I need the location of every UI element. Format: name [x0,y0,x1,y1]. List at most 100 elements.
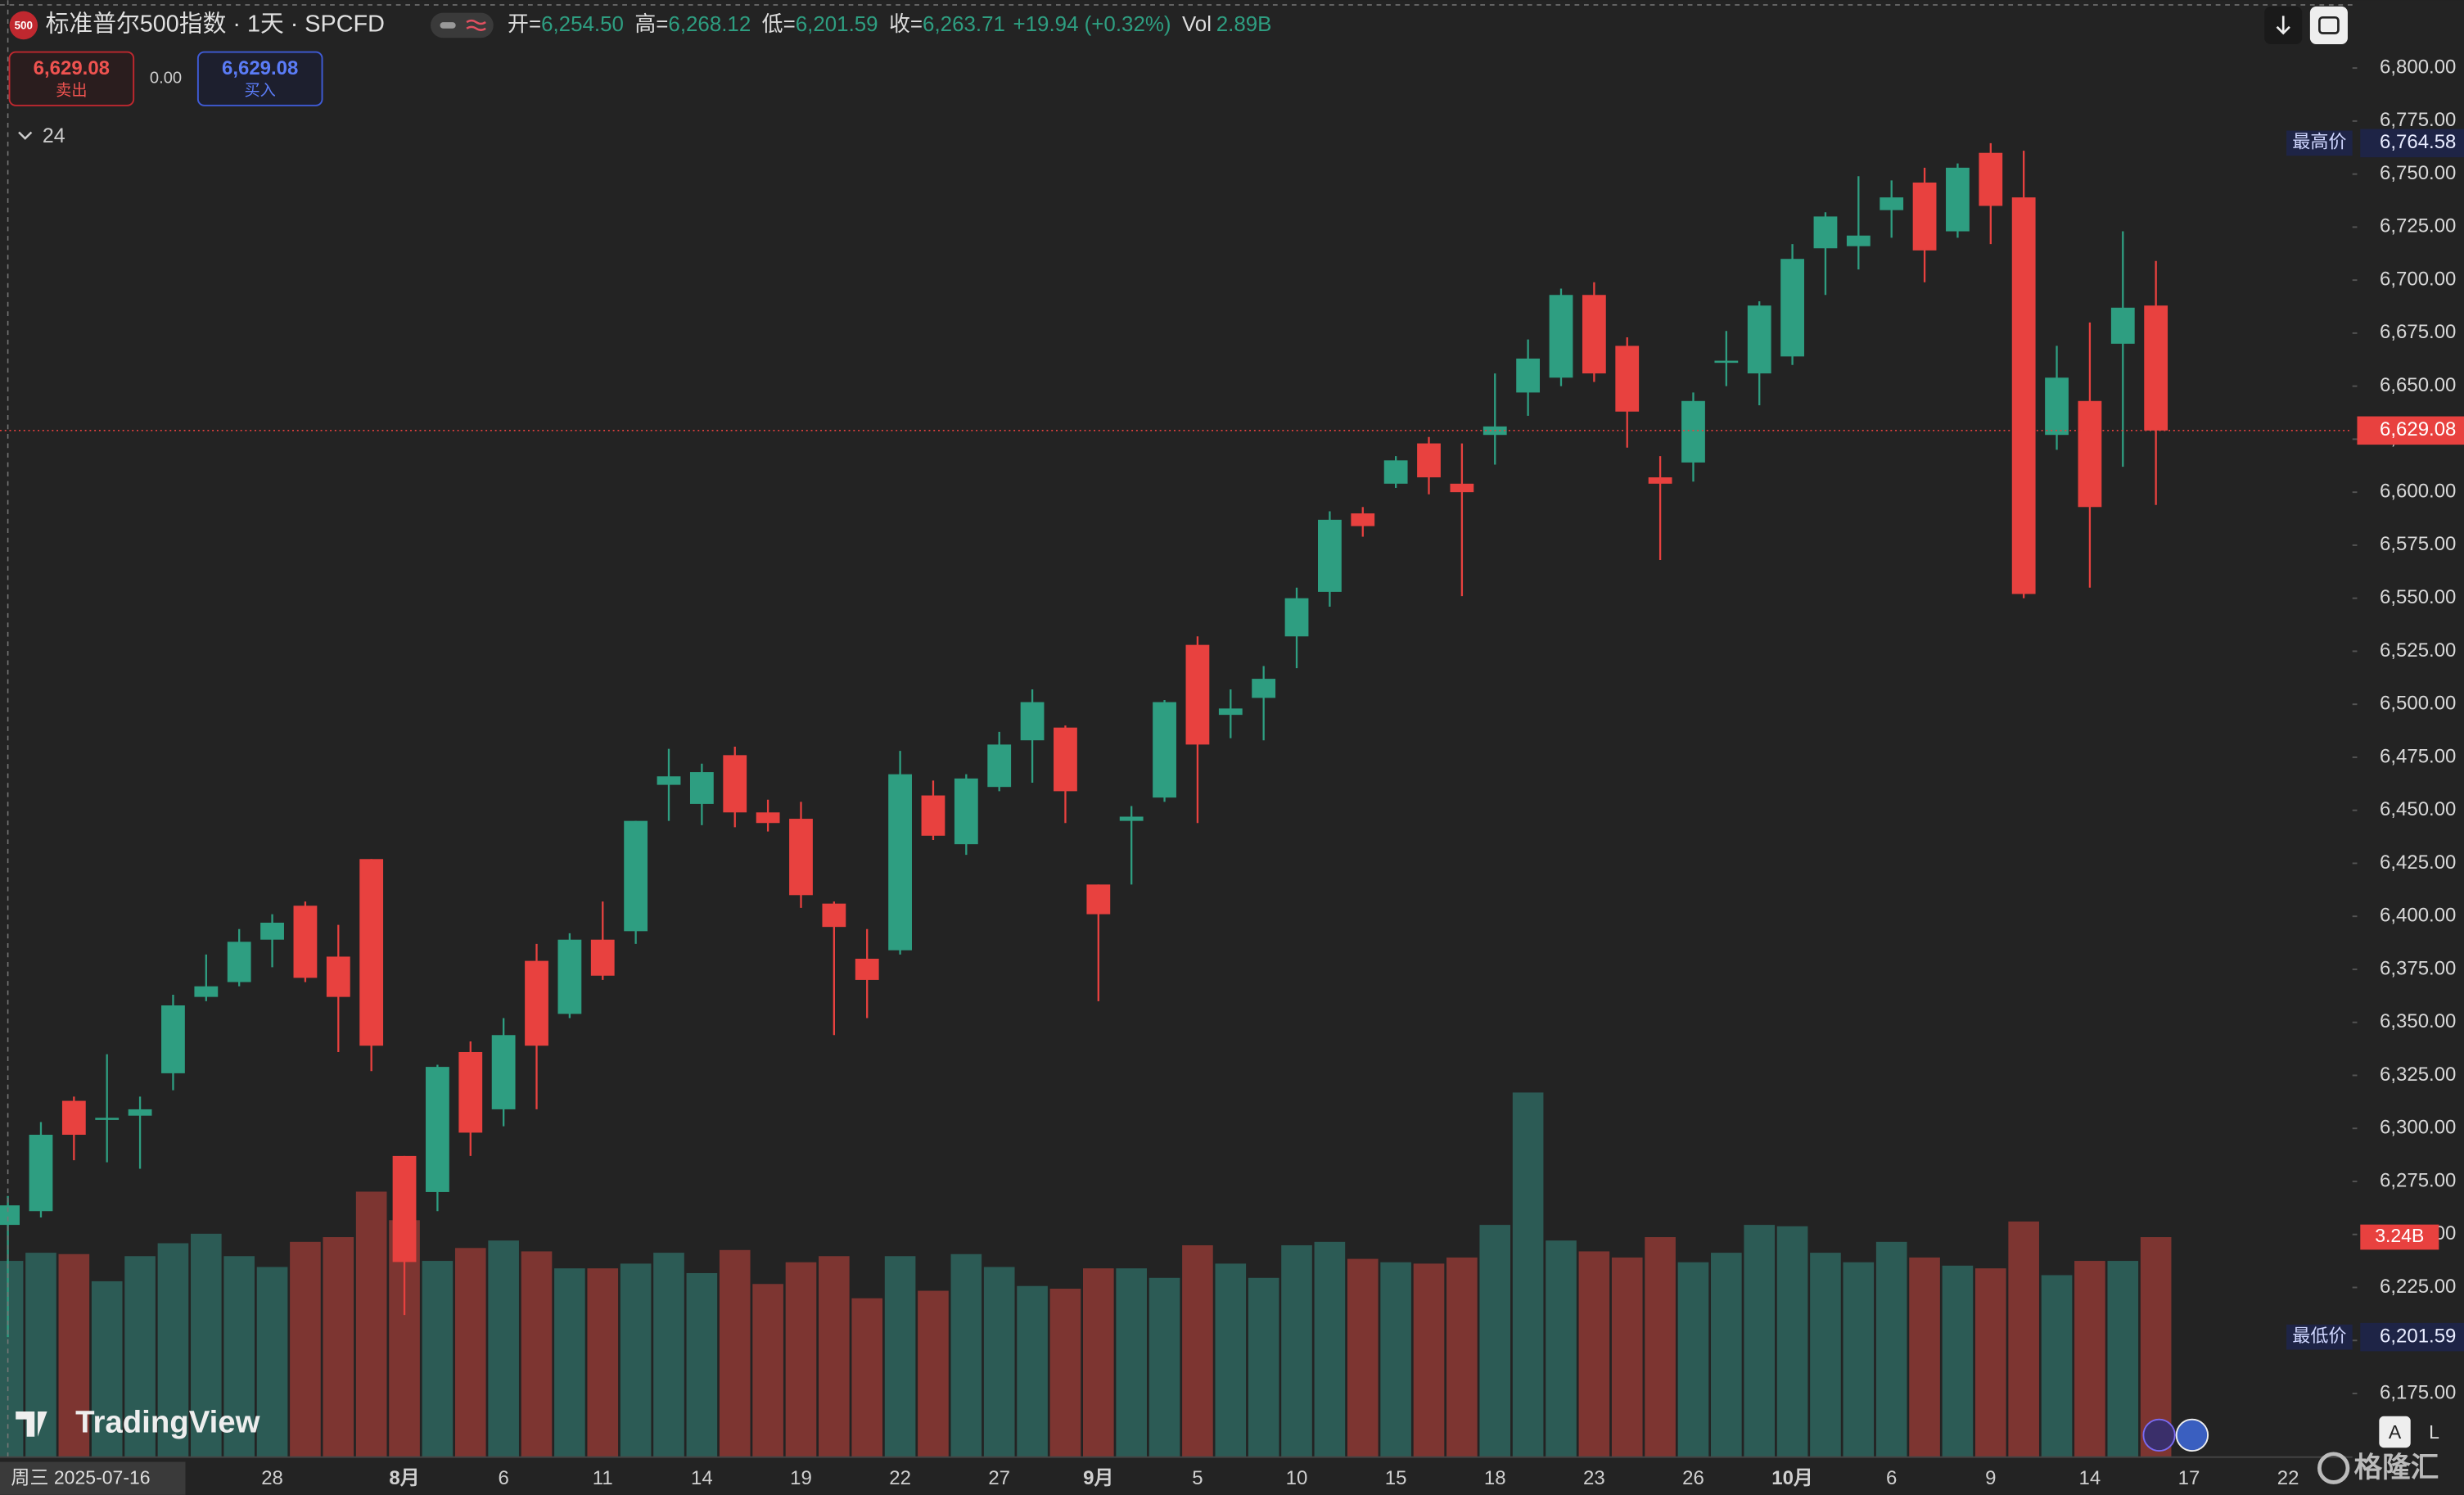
candle-body [1185,644,1210,745]
buy-price: 6,629.08 [222,57,298,79]
y-tick-label: 6,425.00 [2380,851,2456,874]
candle-body [557,939,582,1014]
candle-body [29,1134,53,1212]
candle-body [1450,483,1474,493]
label: 低= [762,12,796,36]
volume-bar [1578,1251,1610,1457]
candle-body [1714,360,1739,364]
status-icon [466,19,486,31]
candle-body [2011,197,2036,594]
candle-body [1780,259,1804,357]
volume-bar [1017,1285,1048,1457]
indicator-toggle[interactable]: 24 [43,124,65,147]
event-icon[interactable] [2142,1418,2176,1452]
y-tick-label: 6,525.00 [2380,639,2456,662]
candle-body [1119,816,1144,821]
watermark: 格隆汇 [2354,1452,2439,1484]
volume-bar [124,1256,156,1457]
volume-bar [1082,1268,1114,1457]
axis-layer: 28 8月 6 11 14 19 22 27 9月 5 10 15 18 23 26 10月 6 9 14 17 22 6… [0,56,2464,1489]
volume-bar [1314,1241,1346,1457]
volume-bar [1413,1263,1445,1457]
x-tick-label: 14 [2079,1467,2101,1489]
marker-value: 6,201.59 [2380,1325,2456,1347]
marker-value-box [2360,129,2464,158]
volume-bar [290,1241,321,1457]
volume-label: 3.24B [2375,1225,2424,1246]
x-tick-label: 17 [2178,1467,2200,1489]
x-tick-label: 22 [2277,1467,2299,1489]
candle-body [1153,702,1176,798]
sell-price: 6,629.08 [34,57,110,79]
watermark-logo [2317,1452,2350,1484]
volume-bar [1182,1244,1213,1457]
symbol-logo[interactable] [9,11,38,40]
marker-value: 6,764.58 [2380,131,2456,153]
buy-button[interactable] [196,51,323,106]
candle-body [888,774,912,951]
change: +19.94 (+0.32%) [1013,13,1171,36]
candle-body [1054,727,1077,792]
candle-body [1880,197,1904,210]
candle-body [1846,235,1871,246]
sell-button[interactable] [8,51,135,106]
x-tick-label: 26 [1682,1467,1704,1489]
volume-bar [587,1268,619,1457]
x-tick-label: 23 [1583,1467,1605,1489]
volume-bar [1744,1225,1776,1457]
status-icon [440,22,456,29]
y-tick-label: 6,650.00 [2380,374,2456,396]
candle-body [293,906,318,978]
ohlc-legend: 开=6,254.50 高=6,268.12 低=6,201.59 收=6,263.71… [508,12,1271,36]
volume-bar [1049,1289,1081,1457]
x-tick-label: 10 [1286,1467,1308,1489]
x-tick-label: 6 [1886,1467,1897,1489]
candle-body [2078,400,2102,508]
y-tick-label: 6,725.00 [2380,215,2456,237]
buy-label: 买入 [245,83,276,100]
candle-body [161,1005,185,1073]
candle-layer [0,142,2168,1338]
value: 2.89B [1216,13,1272,36]
y-tick-label: 6,325.00 [2380,1064,2456,1086]
brand: TradingView [75,1405,259,1440]
collapse-icon[interactable] [18,131,33,140]
candle-body [822,903,846,928]
y-tick-label: 6,500.00 [2380,693,2456,715]
status-pill[interactable] [430,12,494,38]
symbol-title[interactable]: 标准普尔500指数 · 1天 · SPCFD [46,11,385,38]
candle-body [1582,295,1606,374]
scale-button-label[interactable]: L [2429,1421,2439,1443]
candle-body [227,942,251,982]
x-tick-label: 5 [1192,1467,1203,1489]
candle-body [954,778,978,845]
crosshair-date: 周三 2025-07-16 [11,1467,150,1488]
volume-bar [1810,1253,1841,1457]
volume-bar [1776,1226,1808,1457]
volume-bar [1446,1257,1478,1457]
marker-title-box [2286,1324,2353,1350]
volume-bar [1215,1263,1247,1457]
candle-body [1351,513,1375,526]
sync-icon [2318,16,2340,34]
candle-body [855,959,879,980]
flag-icon[interactable] [2175,1418,2209,1452]
volume-bar [1149,1277,1180,1457]
volume-bar [0,1261,24,1457]
volume-bar [355,1191,387,1457]
auto-scale-button[interactable] [2379,1416,2411,1448]
volume-bar [91,1280,123,1457]
value: 6,201.59 [796,13,878,36]
candle-body [1979,152,2003,206]
x-tick-label: 11 [593,1467,613,1489]
sync-button[interactable] [2309,6,2348,44]
y-tick-label: 6,700.00 [2380,268,2456,290]
volume-bar [554,1268,585,1457]
y-tick-label: 6,275.00 [2380,1169,2456,1191]
candle-body [0,1205,20,1226]
candle-body [326,956,350,997]
y-tick-label: 6,575.00 [2380,533,2456,555]
volume-bar [1843,1262,1875,1457]
candle-body [525,960,548,1046]
